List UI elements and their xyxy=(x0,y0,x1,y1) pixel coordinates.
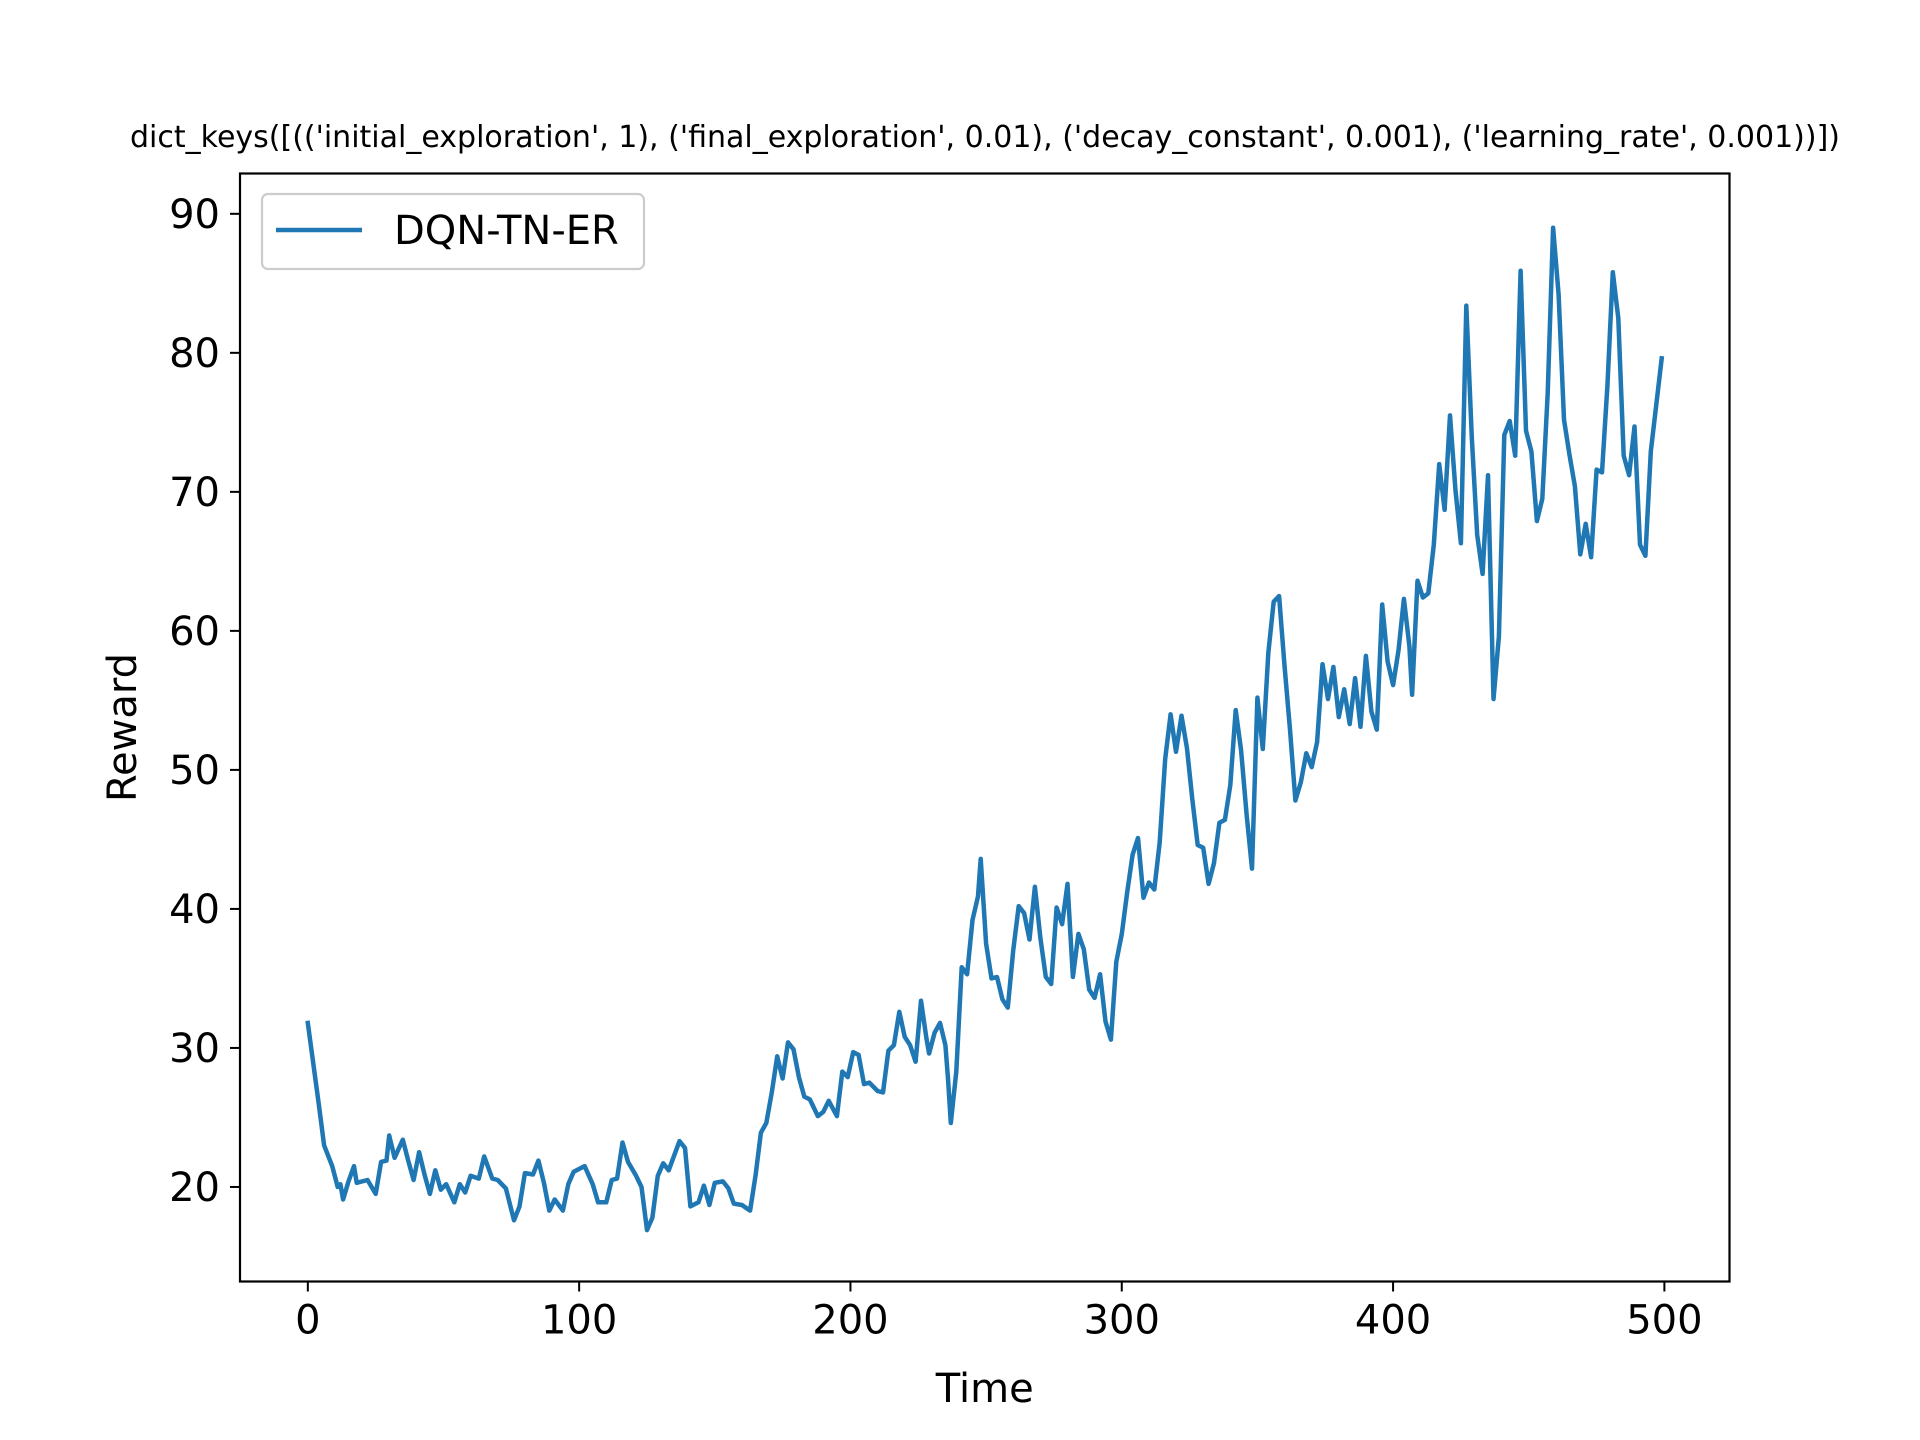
series-line-dqn-tn-er xyxy=(305,225,1665,1233)
y-tick-label: 70 xyxy=(169,470,220,516)
y-tick-label: 50 xyxy=(169,748,220,794)
legend-box xyxy=(260,192,646,271)
plot-frame xyxy=(238,172,1731,1283)
y-tick-label: 80 xyxy=(169,331,220,377)
x-tick-label: 400 xyxy=(1355,1298,1431,1344)
legend-label: DQN-TN-ER xyxy=(394,208,619,254)
x-tick-label: 300 xyxy=(1084,1298,1160,1344)
plot-area xyxy=(305,225,1665,1233)
x-tick-label: 500 xyxy=(1626,1298,1702,1344)
y-axis-label: Reward xyxy=(100,653,146,802)
y-axis-ticks: 20 30 40 50 60 70 80 90 xyxy=(169,192,240,1211)
x-tick-label: 0 xyxy=(295,1298,320,1344)
y-tick-label: 40 xyxy=(169,887,220,933)
legend: DQN-TN-ER xyxy=(260,192,646,271)
x-axis-label: Time xyxy=(935,1366,1034,1412)
y-tick-label: 30 xyxy=(169,1026,220,1072)
y-tick-label: 90 xyxy=(169,192,220,238)
y-tick-label: 20 xyxy=(169,1165,220,1211)
y-tick-label: 60 xyxy=(169,609,220,655)
x-tick-label: 200 xyxy=(812,1298,888,1344)
x-axis-ticks: 0 100 200 300 400 500 xyxy=(295,1281,1703,1344)
chart-title: dict_keys([(('initial_exploration', 1), … xyxy=(130,120,1840,155)
x-tick-label: 100 xyxy=(541,1298,617,1344)
